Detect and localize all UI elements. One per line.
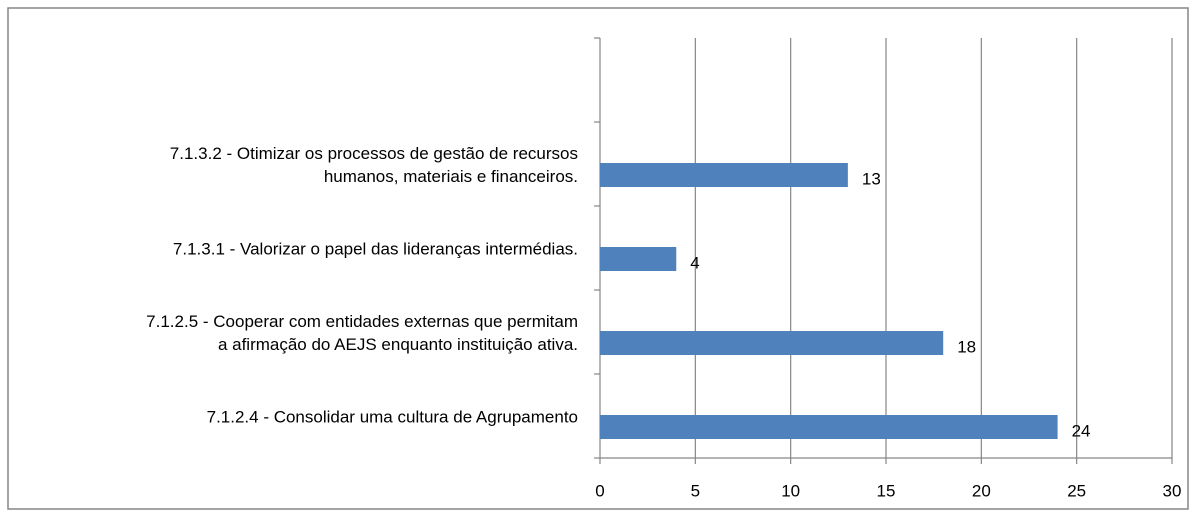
- y-tick-label: humanos, materiais e financeiros.: [324, 167, 578, 186]
- data-label: 4: [690, 253, 699, 272]
- x-tick-label: 5: [691, 481, 700, 500]
- x-tick-label: 20: [972, 481, 991, 500]
- data-label: 13: [862, 169, 881, 188]
- x-tick-label: 15: [877, 481, 896, 500]
- data-label: 24: [1072, 421, 1091, 440]
- x-tick-label: 10: [781, 481, 800, 500]
- y-tick-label: 7.1.2.4 - Consolidar uma cultura de Agru…: [207, 407, 578, 426]
- bar: [600, 331, 944, 355]
- bar: [600, 415, 1058, 439]
- y-tick-label: a afirmação do AEJS enquanto instituição…: [218, 335, 578, 354]
- x-tick-label: 25: [1067, 481, 1086, 500]
- x-tick-label: 30: [1163, 481, 1182, 500]
- bar: [600, 247, 677, 271]
- bar: [600, 163, 848, 187]
- y-tick-label: 7.1.2.5 - Cooperar com entidades externa…: [146, 312, 578, 331]
- x-tick-label: 0: [595, 481, 604, 500]
- y-tick-label: 7.1.3.2 - Otimizar os processos de gestã…: [170, 144, 578, 163]
- y-tick-label: 7.1.3.1 - Valorizar o papel das lideranç…: [173, 239, 578, 258]
- data-label: 18: [957, 337, 976, 356]
